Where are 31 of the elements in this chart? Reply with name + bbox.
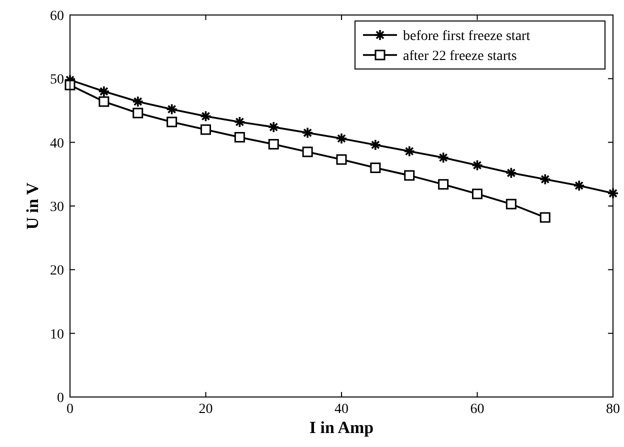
point [336,154,347,165]
point [404,170,415,181]
point [200,124,211,135]
y-tick-label: 20 [50,264,64,279]
point [540,212,550,223]
y-tick-label: 50 [50,72,64,88]
legend-label: after 22 freeze starts [403,49,517,64]
x-tick-label: 80 [606,402,620,417]
point [64,80,76,90]
x-tick-label: 60 [470,402,484,417]
legend-label: before first freeze start [403,29,530,44]
x-tick-label: 40 [334,402,348,417]
y-tick-label: 30 [50,200,64,215]
point [268,138,279,150]
x-tick-label: 20 [198,402,213,417]
point [472,188,482,200]
x-tick-label: 0 [66,402,74,417]
point [438,179,449,190]
y-tick-label: 60 [50,9,64,24]
point [234,132,245,142]
x-axis-title: I in Amp [309,418,374,437]
point [506,198,516,210]
y-tick-label: 0 [57,391,64,406]
point [98,96,110,107]
point [370,162,381,174]
point [132,108,144,118]
y-tick-label: 40 [50,136,64,152]
point [166,116,178,128]
y-axis-title: U in V [23,182,42,230]
point [302,146,313,158]
y-tick-label: 10 [50,327,64,342]
